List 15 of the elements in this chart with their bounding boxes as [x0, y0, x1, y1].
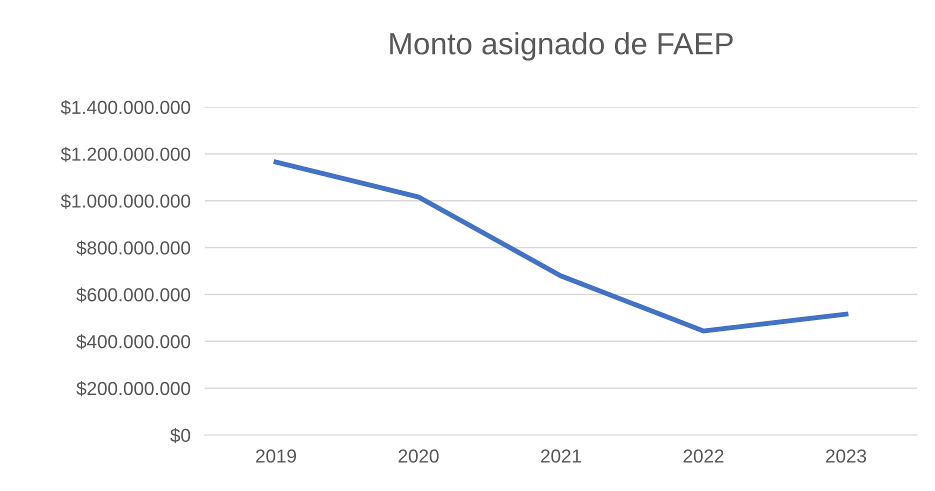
y-tick-label: $1.000.000.000: [60, 194, 190, 209]
x-tick-label: 2020: [398, 449, 439, 463]
y-tick-label: $600.000.000: [76, 287, 190, 303]
x-tick-label: 2022: [684, 449, 724, 463]
y-tick-label: $1.200.000.000: [60, 146, 190, 162]
chart-title: Monto asignado de FAEP: [390, 32, 733, 61]
y-tick-label: $400.000.000: [76, 334, 190, 350]
y-tick-label: $200.000.000: [76, 381, 190, 396]
y-tick-label: $0: [170, 428, 190, 444]
line-series: [274, 160, 848, 334]
y-tick-label: $800.000.000: [76, 240, 190, 256]
x-tick-label: 2023: [826, 449, 866, 463]
y-tick-label: $1.400.000.000: [60, 100, 190, 116]
x-tick-label: 2021: [541, 449, 581, 463]
x-tick-label: 2019: [256, 449, 296, 463]
